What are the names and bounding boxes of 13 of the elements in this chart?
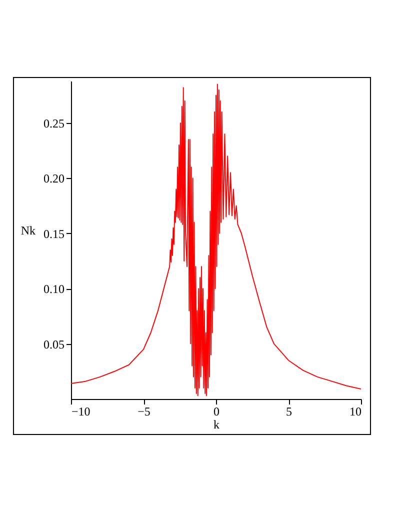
x-tick-label: 5 xyxy=(286,404,292,418)
y-tick-label: 0.10 xyxy=(44,282,64,296)
x-axis-title: k xyxy=(214,418,220,432)
x-tick-label: −10 xyxy=(72,404,90,418)
x-tick-label: 0 xyxy=(214,404,220,418)
y-tick-label: 0.15 xyxy=(44,226,64,241)
y-tick-label: 0.05 xyxy=(44,337,64,352)
y-tick-label: 0.25 xyxy=(44,116,64,130)
x-tick-label: 10 xyxy=(350,404,362,418)
x-tick-label: −5 xyxy=(138,404,150,418)
y-axis-title: Nk xyxy=(20,223,36,238)
y-tick-label: 0.20 xyxy=(44,172,64,186)
line-series xyxy=(71,84,361,396)
